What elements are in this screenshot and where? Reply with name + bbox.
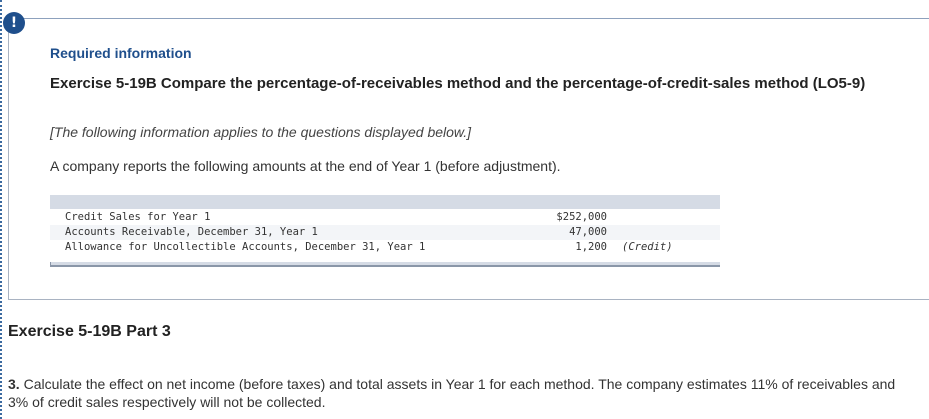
exercise-title: Exercise 5-19B Compare the percentage-of… [50, 75, 866, 92]
required-information-label: Required information [50, 45, 192, 61]
question-number: 3. [8, 376, 20, 392]
left-dotted-border [0, 0, 2, 419]
part-title: Exercise 5-19B Part 3 [8, 323, 171, 340]
exclamation-icon: ! [3, 12, 25, 34]
required-information-box [8, 18, 929, 300]
amounts-table: Credit Sales for Year 1 $252,000 Account… [50, 195, 720, 270]
row-amount: 47,000 [569, 226, 607, 238]
question-text: Calculate the effect on net income (befo… [8, 376, 896, 410]
row-note: (Credit) [622, 241, 673, 253]
table-footer-bar [50, 262, 720, 267]
table-row: Accounts Receivable, December 31, Year 1… [50, 225, 720, 240]
table-row: Allowance for Uncollectible Accounts, De… [50, 240, 720, 255]
table-header-bar [50, 195, 720, 209]
row-amount: 1,200 [575, 241, 607, 253]
intro-text: A company reports the following amounts … [50, 158, 561, 174]
instruction-note: [The following information applies to th… [50, 124, 472, 140]
table-row: Credit Sales for Year 1 $252,000 [50, 210, 720, 225]
row-label: Accounts Receivable, December 31, Year 1 [65, 226, 318, 238]
row-amount: $252,000 [556, 211, 607, 223]
row-label: Credit Sales for Year 1 [65, 211, 211, 223]
question-text-block: 3. Calculate the effect on net income (b… [8, 375, 918, 411]
row-label: Allowance for Uncollectible Accounts, De… [65, 241, 426, 253]
